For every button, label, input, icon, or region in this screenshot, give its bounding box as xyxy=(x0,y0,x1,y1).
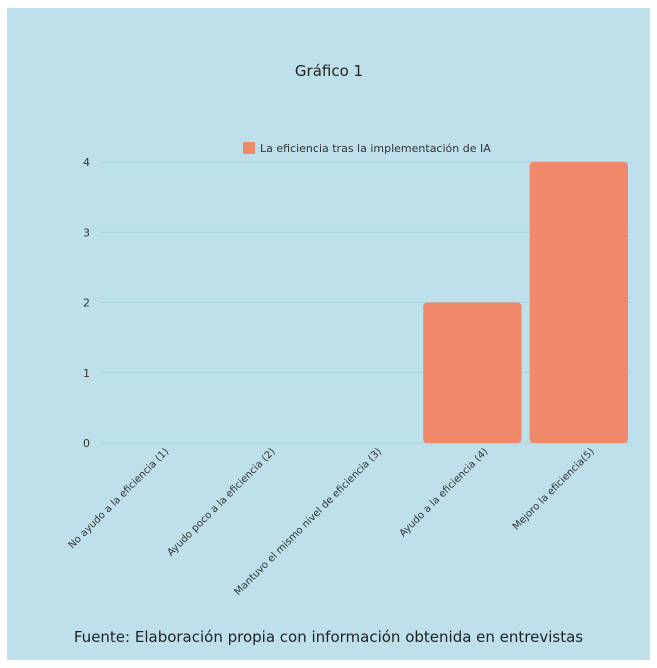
x-category-label: Ayudo a la eficiencia (4) xyxy=(398,446,491,539)
y-axis-ticks: 0 1 2 3 4 xyxy=(83,156,90,450)
chart-title: Gráfico 1 xyxy=(295,62,363,80)
legend-swatch xyxy=(243,142,255,154)
bars xyxy=(423,162,628,443)
y-tick-label: 0 xyxy=(83,437,90,450)
bar xyxy=(529,162,628,443)
y-tick-label: 4 xyxy=(83,156,90,169)
x-axis-categories: No ayudo a la eficiencia (1)Ayudo poco a… xyxy=(67,446,597,598)
x-category-label: Ayudo poco a la eficiencia (2) xyxy=(166,446,278,558)
bar xyxy=(423,302,522,443)
y-tick-label: 2 xyxy=(83,297,90,310)
y-tick-label: 1 xyxy=(83,367,90,380)
x-category-label: Mejoro la eficiencia(5) xyxy=(511,446,597,532)
x-category-label: No ayudo a la eficiencia (1) xyxy=(67,446,172,551)
legend-label: La eficiencia tras la implementación de … xyxy=(260,142,491,155)
legend: La eficiencia tras la implementación de … xyxy=(243,142,491,155)
y-tick-label: 3 xyxy=(83,226,90,239)
source-caption: Fuente: Elaboración propia con informaci… xyxy=(73,628,584,646)
